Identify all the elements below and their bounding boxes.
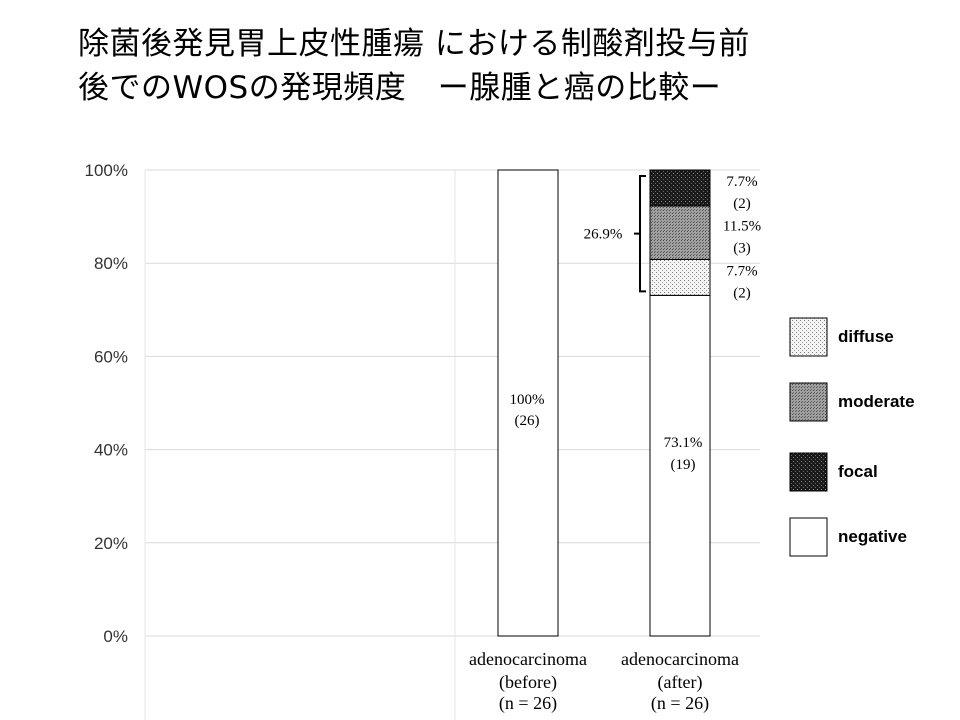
category-label: adenocarcinoma bbox=[621, 649, 739, 669]
category-n-label: (n = 26) bbox=[499, 693, 557, 714]
category-sublabel: (before) bbox=[499, 672, 557, 693]
legend: diffuse moderate focal negative bbox=[789, 317, 915, 557]
data-label-count: (3) bbox=[733, 241, 751, 257]
x-axis: adenocarcinoma(before)(n = 26)adenocarci… bbox=[469, 649, 739, 714]
data-label-count: (2) bbox=[733, 196, 751, 212]
y-tick-label: 0% bbox=[103, 627, 128, 646]
data-label-count: (2) bbox=[733, 285, 751, 301]
y-tick-label: 60% bbox=[94, 347, 128, 366]
data-label-value: 11.5% bbox=[723, 219, 761, 235]
y-axis: 0% 20% 40% 60% 80% 100% bbox=[85, 161, 128, 646]
data-label-value: 7.7% bbox=[726, 263, 757, 279]
data-labels: 100% (26) 73.1% (19) 7.7% (2) 11.5% (3) 7.7% (2) 2… bbox=[510, 174, 762, 473]
legend-label-diffuse: diffuse bbox=[838, 327, 894, 346]
legend-swatch-focal bbox=[789, 452, 828, 492]
title-line-1: 除菌後発見胃上皮性腫瘍 における制酸剤投与前 bbox=[78, 26, 750, 62]
y-tick-label: 80% bbox=[94, 254, 128, 273]
bar-segment-negative bbox=[497, 169, 559, 637]
category-n-label: (n = 26) bbox=[651, 693, 709, 714]
wos-bracket bbox=[634, 175, 646, 293]
bar-segment-focal bbox=[649, 169, 711, 207]
bar-segment-negative bbox=[649, 294, 711, 637]
data-label-value: 73.1% bbox=[664, 435, 703, 451]
bar-segment-diffuse bbox=[649, 258, 711, 296]
legend-label-moderate: moderate bbox=[838, 392, 915, 411]
category-sublabel: (after) bbox=[658, 672, 703, 693]
legend-label-focal: focal bbox=[838, 462, 878, 481]
y-tick-label: 100% bbox=[85, 161, 128, 180]
y-tick-label: 20% bbox=[94, 534, 128, 553]
bars bbox=[497, 169, 711, 637]
data-label-value: 100% bbox=[510, 392, 545, 408]
title-line-2: 後でのWOSの発現頻度 ー腺腫と癌の比較ー bbox=[78, 70, 722, 106]
bracket-label: 26.9% bbox=[584, 227, 623, 243]
legend-swatch-diffuse bbox=[789, 317, 828, 357]
data-label-value: 7.7% bbox=[726, 174, 757, 190]
legend-label-negative: negative bbox=[838, 527, 907, 546]
chart-title: 除菌後発見胃上皮性腫瘍 における制酸剤投与前 後でのWOSの発現頻度 ー腺腫と癌… bbox=[78, 22, 750, 110]
bar-segment-moderate bbox=[649, 205, 711, 260]
data-label-count: (19) bbox=[671, 457, 696, 473]
data-label-count: (26) bbox=[515, 413, 540, 429]
legend-swatch-moderate bbox=[789, 382, 828, 422]
legend-swatch-negative bbox=[789, 517, 828, 557]
y-tick-label: 40% bbox=[94, 441, 128, 460]
category-label: adenocarcinoma bbox=[469, 649, 587, 669]
